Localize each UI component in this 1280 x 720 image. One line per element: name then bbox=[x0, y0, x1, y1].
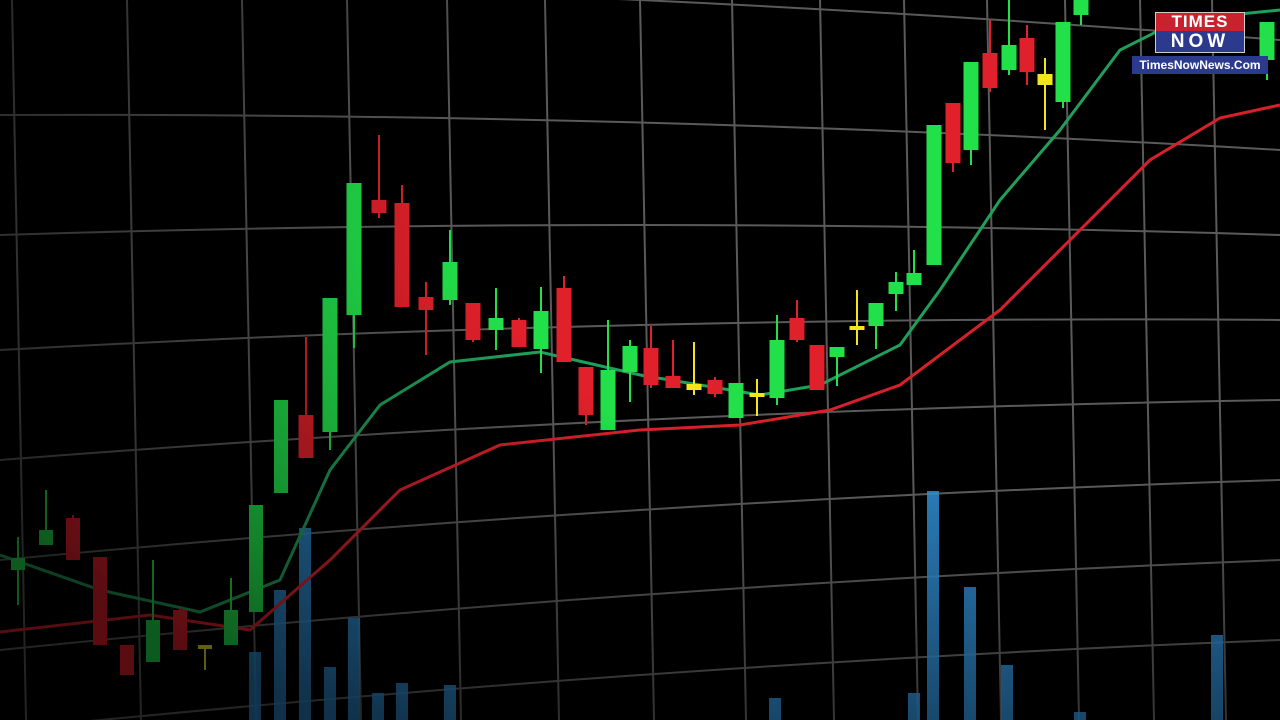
logo-now: NOW bbox=[1156, 31, 1244, 52]
times-now-logo: TIMES NOW TimesNowNews.Com bbox=[1132, 12, 1268, 74]
logo-url: TimesNowNews.Com bbox=[1132, 56, 1268, 74]
logo-times: TIMES bbox=[1156, 13, 1244, 31]
